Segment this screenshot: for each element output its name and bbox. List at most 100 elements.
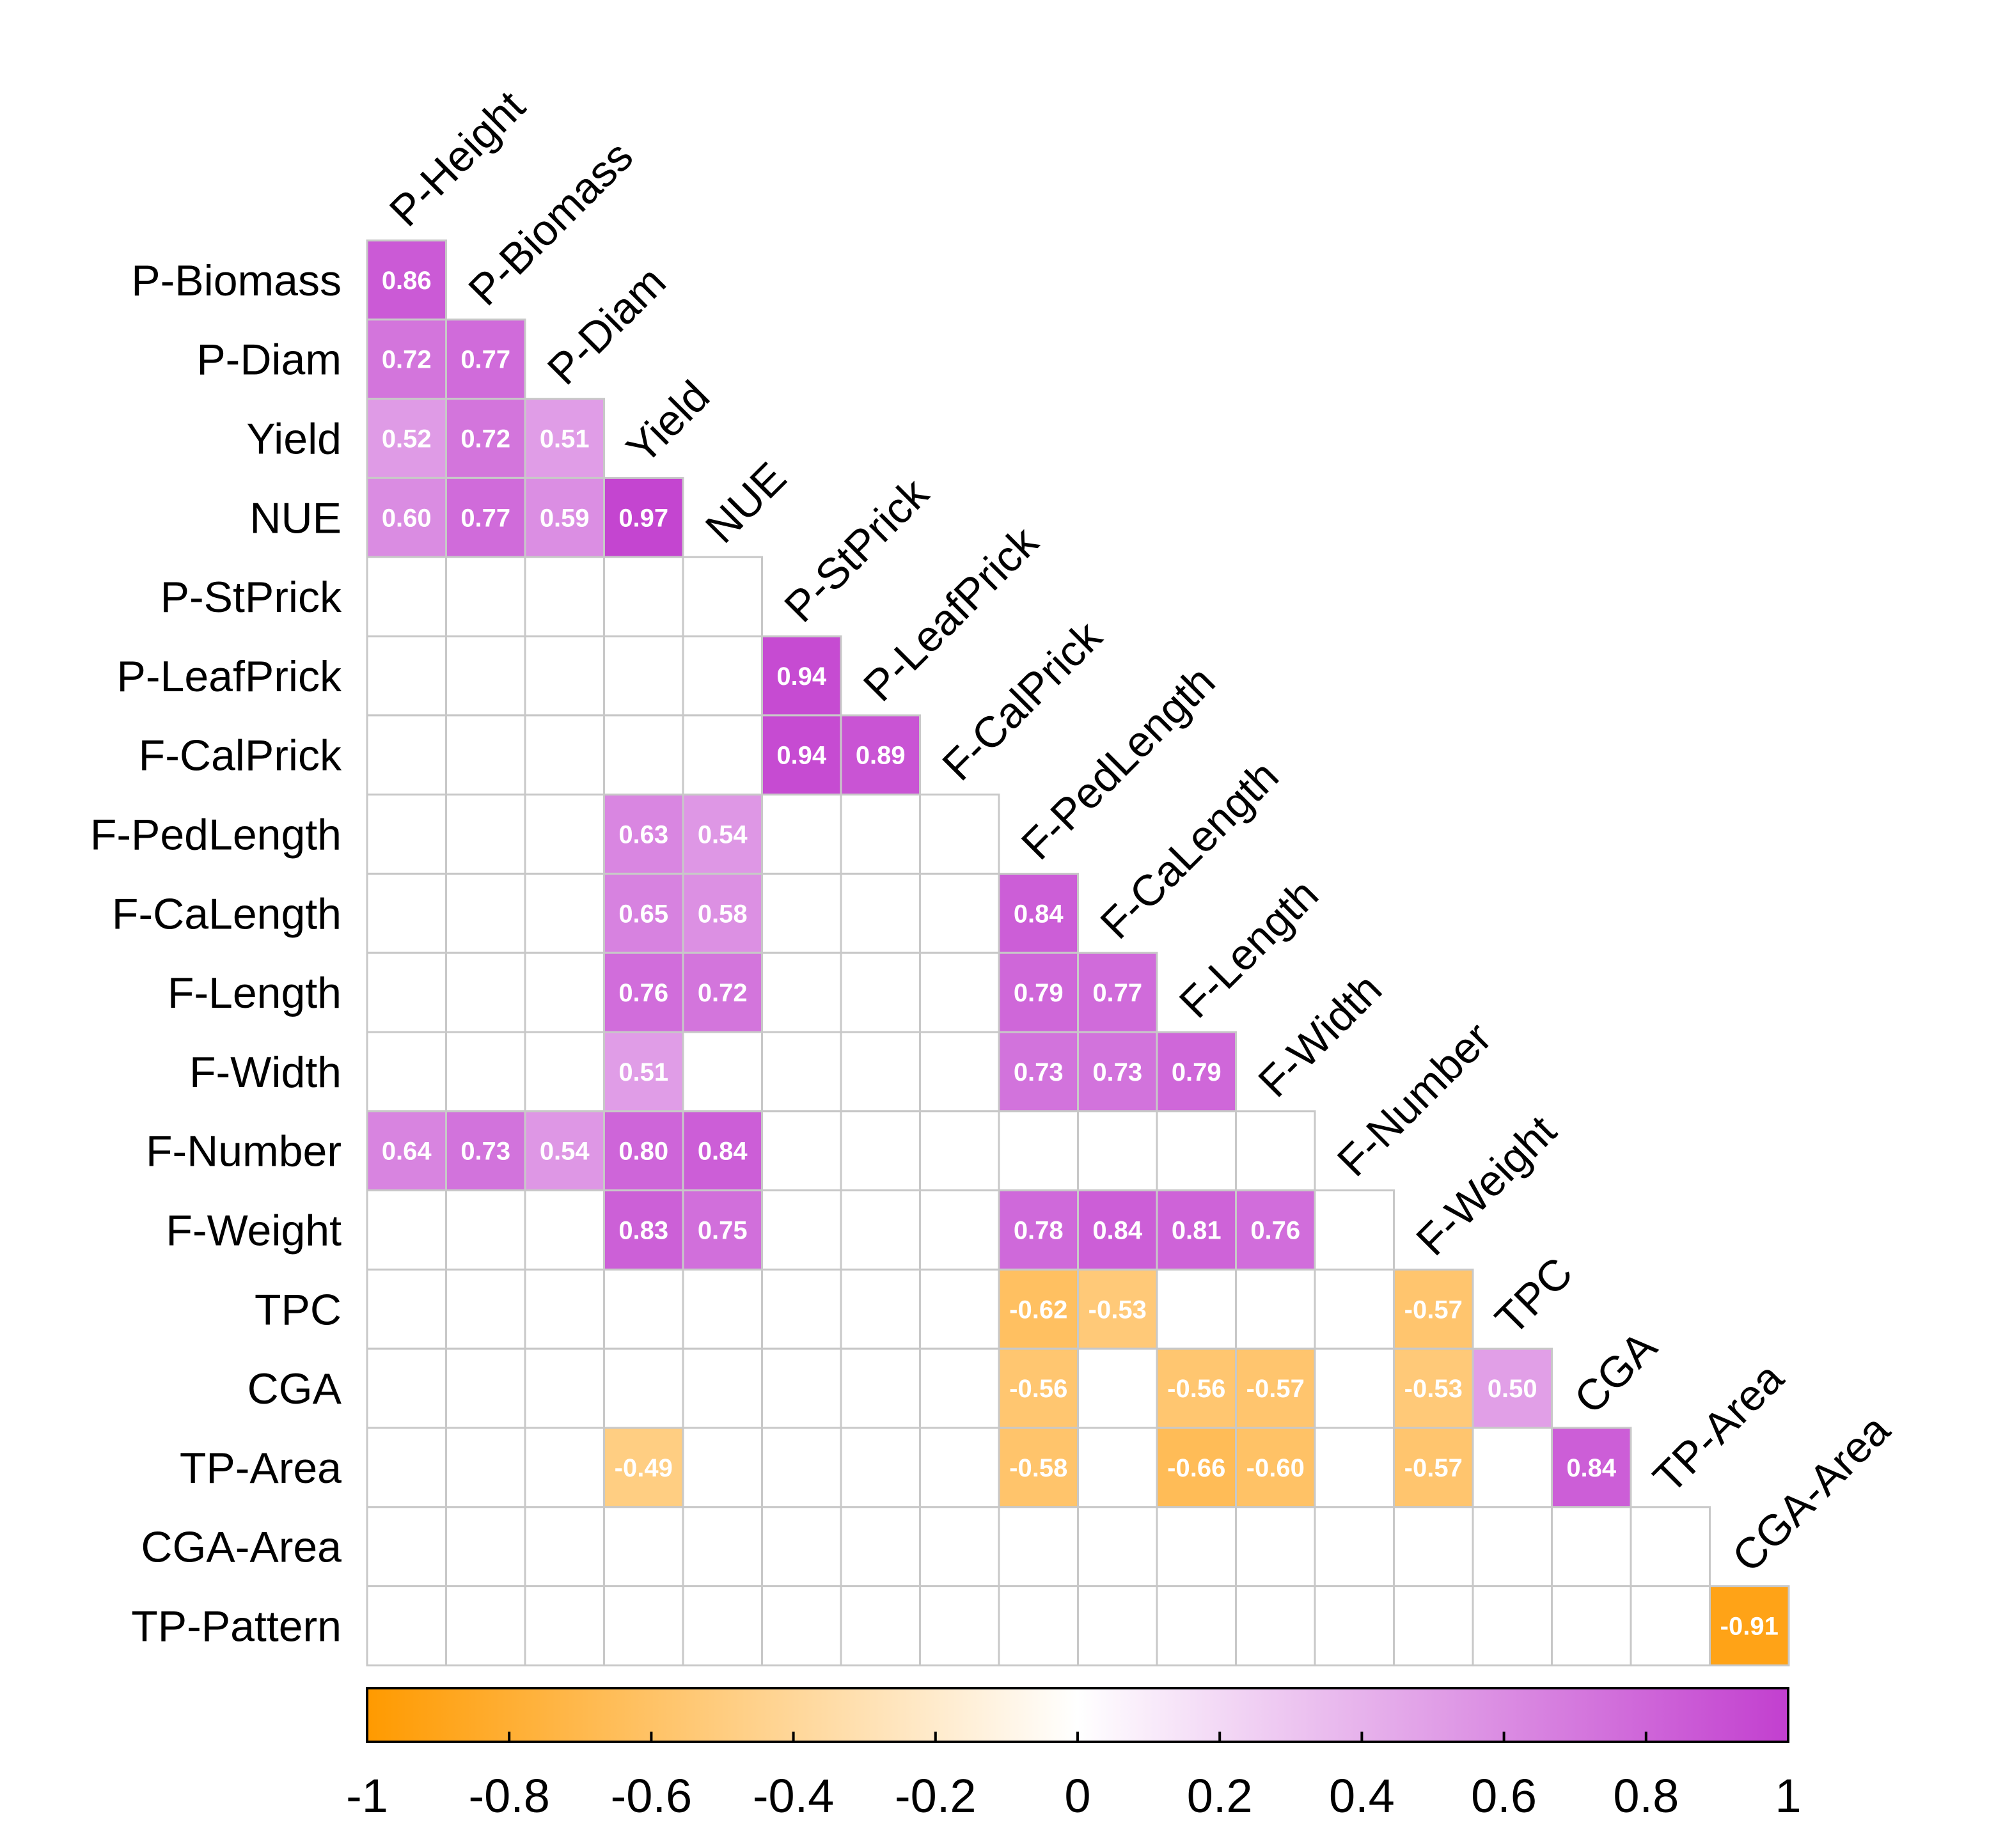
heatmap-cell [1235,1110,1316,1192]
row-label: P-Biomass [131,256,342,305]
heatmap-cell [1156,1347,1237,1429]
heatmap-cell [1077,951,1158,1033]
cell-value-label: -0.49 [615,1454,673,1482]
heatmap-cell [1077,1427,1158,1508]
column-label: F-Width [1249,964,1391,1106]
heatmap-cell [840,951,921,1033]
heatmap-cell [761,1427,842,1508]
column-label: Yield [617,372,719,473]
heatmap-cell [682,1427,763,1508]
row-label: Yield [246,415,342,464]
heatmap-cell [445,1506,526,1588]
heatmap-cell [366,1268,447,1350]
column-label: P-Height [381,82,535,236]
colorbar-tick-label: 0.6 [1471,1769,1537,1822]
heatmap-cell [998,1585,1079,1666]
cell-value-label: 0.83 [618,1217,668,1245]
cell-value-label: 0.97 [618,504,668,532]
heatmap-cell [366,635,447,717]
heatmap-cell [682,1031,763,1113]
cell-value-label: -0.58 [1009,1454,1067,1482]
heatmap-cell [603,1506,684,1588]
heatmap-cell [840,1110,921,1192]
heatmap-cell [603,951,684,1033]
heatmap-cell [445,1110,526,1192]
heatmap-cell [682,635,763,717]
heatmap-cell [919,1427,1000,1508]
heatmap-cell [840,1268,921,1350]
heatmap-cell [366,1427,447,1508]
heatmap-cell [761,794,842,875]
heatmap-cell [1156,1189,1237,1271]
cell-value-label: -0.91 [1720,1613,1779,1641]
row-labels: P-Biomass P-Diam Yield NUE P-StPrick P-LeafPr… [90,256,342,1651]
cell-value-label: 0.81 [1172,1217,1222,1245]
column-label: CGA-Area [1723,1406,1899,1582]
row-label: F-Width [189,1048,342,1097]
heatmap-cell [1314,1189,1395,1271]
heatmap-cell [366,318,447,400]
column-label: F-Length [1170,870,1328,1027]
heatmap-cell [1393,1585,1474,1666]
heatmap-cell [1235,1585,1316,1666]
heatmap-cell [366,1506,447,1588]
heatmap-cell [919,794,1000,875]
heatmap-cell [445,951,526,1033]
heatmap-cell [1551,1585,1632,1666]
heatmap-cell [840,1427,921,1508]
heatmap-cell [682,1110,763,1192]
heatmap-cell [840,872,921,954]
heatmap-cell [1472,1506,1553,1588]
row-label: F-PedLength [90,811,342,859]
row-label: TPC [255,1285,342,1334]
heatmap-cell [1235,1506,1316,1588]
heatmap-cell [1235,1347,1316,1429]
heatmap-cell [761,872,842,954]
cell-value-label: 0.72 [698,979,748,1007]
cell-value-label: 0.72 [460,425,510,453]
heatmap-cell [1077,1347,1158,1429]
heatmap-cell [524,1031,605,1113]
heatmap-cell [603,1268,684,1350]
heatmap-cell [919,1110,1000,1192]
heatmap-cell [445,714,526,796]
cell-value-label: 0.54 [698,821,748,849]
heatmap-cell [1156,1585,1237,1666]
colorbar-tick-label: -0.2 [895,1769,977,1822]
column-label: TP-Area [1644,1354,1793,1503]
heatmap-cell [603,872,684,954]
colorbar-tick-label: 0.4 [1329,1769,1395,1822]
colorbar-tick-label: 0 [1064,1769,1090,1822]
heatmap-cell [1630,1506,1711,1588]
heatmap-cell [366,794,447,875]
heatmap-cell [524,1110,605,1192]
colorbar-tick-label: -1 [346,1769,388,1822]
heatmap-cell [445,872,526,954]
cell-value-label: 0.79 [1172,1058,1222,1086]
cell-value-label: 0.89 [856,742,906,770]
heatmap-cell [1235,1427,1316,1508]
heatmap-cell [682,1268,763,1350]
heatmap-cell [682,714,763,796]
heatmap-cell [524,398,605,479]
cell-value-label: 0.51 [618,1058,668,1086]
heatmap-cell [524,714,605,796]
heatmap-cell [603,794,684,875]
cell-value-label: -0.66 [1167,1454,1225,1482]
heatmap-cell [1314,1268,1395,1350]
heatmap-cell [840,1189,921,1271]
heatmap-cell [761,951,842,1033]
heatmap-cell [1235,1268,1316,1350]
heatmap-cell [682,1506,763,1588]
heatmap-cell [1314,1585,1395,1666]
heatmap-cell [366,951,447,1033]
cell-value-label: 0.73 [1092,1058,1142,1086]
cell-value-label: 0.84 [1092,1217,1143,1245]
heatmap-cell [919,1347,1000,1429]
heatmap-cell [761,714,842,796]
heatmap-cell [761,1506,842,1588]
row-label: F-Weight [166,1207,342,1255]
heatmap-cell [1393,1268,1474,1350]
cell-value-label: -0.62 [1009,1296,1067,1324]
heatmap-cell [682,872,763,954]
